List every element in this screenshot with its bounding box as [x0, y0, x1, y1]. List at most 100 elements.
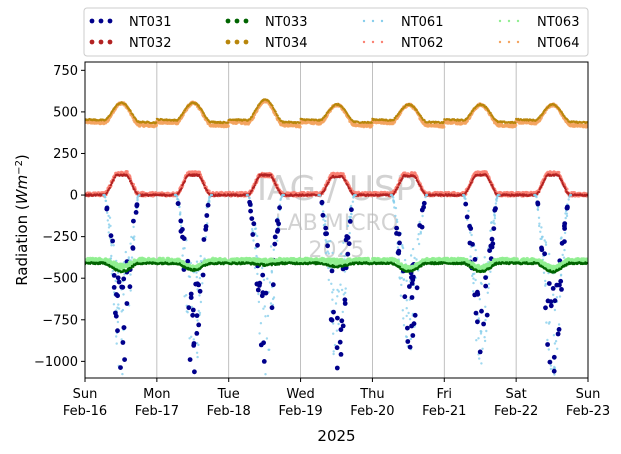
nt031-point [329, 268, 335, 274]
nt032-point [129, 179, 132, 182]
nt031-point [188, 295, 194, 300]
nt031-point [551, 354, 557, 360]
nt061-point [474, 248, 477, 252]
nt061-point [475, 339, 478, 342]
nt032-point [128, 177, 131, 180]
nt031-point [464, 214, 470, 220]
nt061-point [110, 254, 113, 258]
legend-swatch [380, 40, 384, 44]
nt031-point [121, 276, 127, 282]
nt061-point [115, 342, 118, 345]
nt034-point [470, 112, 473, 115]
nt031-point [470, 241, 475, 247]
nt031-point [205, 202, 211, 208]
nt061-point [474, 278, 477, 282]
nt061-point [402, 324, 406, 327]
nt061-point [329, 239, 332, 243]
nt032-point [203, 184, 206, 187]
nt061-point [185, 294, 188, 297]
nt032-point [558, 175, 561, 178]
nt061-point [398, 276, 401, 279]
nt061-point [327, 278, 330, 282]
nt031-point [190, 307, 196, 313]
nt031-point [475, 319, 480, 325]
legend-item: NT062 [362, 36, 443, 51]
nt032-point [276, 187, 279, 190]
legend-swatch [362, 40, 366, 44]
series-nt034 [85, 98, 588, 125]
nt061-point [415, 258, 418, 261]
nt064-point [442, 125, 446, 129]
nt034-point [155, 121, 158, 124]
nt064-point [370, 123, 374, 127]
legend-swatch [243, 18, 249, 24]
nt034-point [251, 115, 254, 118]
nt061-point [253, 227, 257, 231]
nt031-point [274, 218, 280, 224]
nt061-point [116, 320, 120, 324]
nt031-point [323, 225, 329, 231]
nt031-point [328, 317, 334, 322]
nt061-point [264, 373, 267, 376]
nt061-point [402, 278, 406, 281]
nt031-point [192, 369, 197, 375]
nt061-point [555, 296, 559, 299]
nt061-point [413, 256, 416, 260]
nt032-point [201, 179, 204, 183]
nt032-point [398, 181, 401, 184]
nt061-point [334, 302, 338, 305]
nt031-point [121, 325, 127, 330]
nt061-point [344, 291, 347, 294]
nt061-point [552, 293, 555, 296]
nt031-point [194, 313, 200, 318]
nt031-point [175, 201, 181, 207]
nt031-point [405, 325, 410, 331]
nt061-point [553, 373, 556, 376]
nt061-point [179, 225, 183, 228]
legend-label: NT031 [129, 15, 171, 30]
nt031-point [270, 282, 276, 288]
nt061-point [539, 230, 542, 233]
nt061-point [400, 276, 403, 280]
nt031-point [548, 303, 554, 309]
nt061-point [268, 281, 272, 284]
nt034-point [514, 121, 517, 125]
nt061-point [132, 225, 135, 229]
nt061-point [492, 219, 495, 222]
nt031-point [346, 241, 352, 247]
nt031-point [545, 298, 551, 304]
nt031-point [272, 234, 278, 240]
nt061-point [195, 260, 199, 263]
nt061-point [495, 196, 499, 199]
nt031-point [411, 274, 416, 280]
nt031-point [492, 207, 498, 213]
nt031-point [115, 275, 121, 281]
nt031-point [320, 212, 326, 218]
nt031-point [120, 284, 126, 290]
nt061-point [403, 258, 407, 262]
legend-box [83, 7, 589, 57]
nt061-point [186, 311, 189, 314]
nt061-point [559, 274, 563, 277]
nt061-point [563, 231, 567, 235]
nt061-point [178, 205, 181, 209]
nt061-point [470, 233, 473, 237]
nt061-point [251, 227, 254, 231]
nt061-point [561, 253, 564, 257]
legend-swatch [234, 39, 240, 45]
nt061-point [279, 198, 282, 202]
nt061-point [112, 303, 116, 306]
nt031-point [472, 292, 478, 298]
nt032-point [544, 177, 547, 180]
nt034-point [129, 110, 132, 113]
nt061-point [252, 239, 255, 242]
nt061-point [405, 299, 408, 302]
legend-swatch [98, 18, 104, 24]
nt064-point [298, 125, 302, 129]
nt061-point [107, 223, 111, 226]
nt061-point [477, 317, 480, 320]
nt031-point [325, 243, 330, 249]
nt061-point [106, 219, 110, 222]
nt061-point [553, 342, 557, 345]
nt062-point [557, 170, 561, 175]
